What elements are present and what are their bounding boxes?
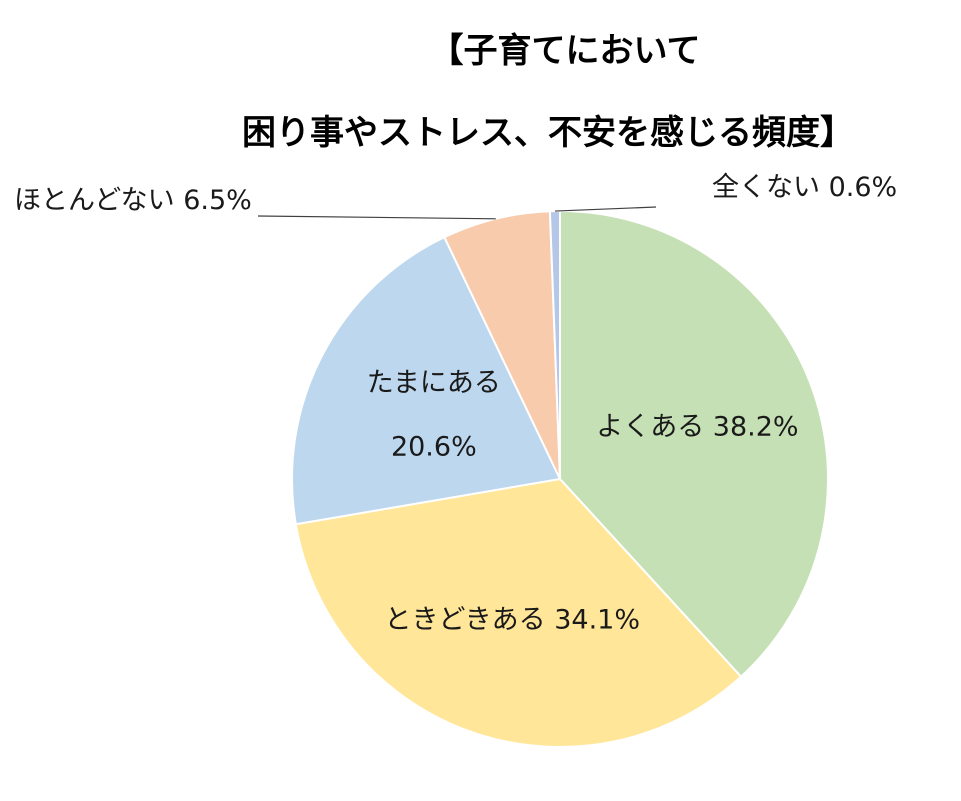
- chart-title-line-1: 【子育てにおいて: [430, 31, 701, 71]
- slice-label: たまにある: [367, 368, 501, 399]
- pie-slice: [294, 477, 743, 748]
- slice-label: よくある 38.2%: [596, 412, 798, 443]
- slice-label: ほとんどない 6.5%: [14, 185, 252, 216]
- chart-title-line-2: 困り事やストレス、不安を感じる頻度】: [242, 113, 854, 153]
- pie-slices: [291, 209, 829, 748]
- slice-label: 全くない 0.6%: [712, 172, 897, 203]
- leader-line: [554, 206, 657, 212]
- pie-slice: [559, 209, 829, 679]
- leader-line: [257, 215, 496, 220]
- slice-labels: よくある 38.2% ときどきある 34.1% たまにある 20.6% ほとんどない 6…: [14, 172, 897, 635]
- pie-slice: [443, 210, 561, 480]
- pie-slice: [291, 235, 562, 526]
- slice-label: 20.6%: [391, 432, 477, 463]
- chart-title: 【子育てにおいて 困り事やストレス、不安を感じる頻度】: [242, 31, 854, 153]
- leader-lines: [257, 206, 657, 220]
- slice-label: ときどきある 34.1%: [384, 604, 640, 635]
